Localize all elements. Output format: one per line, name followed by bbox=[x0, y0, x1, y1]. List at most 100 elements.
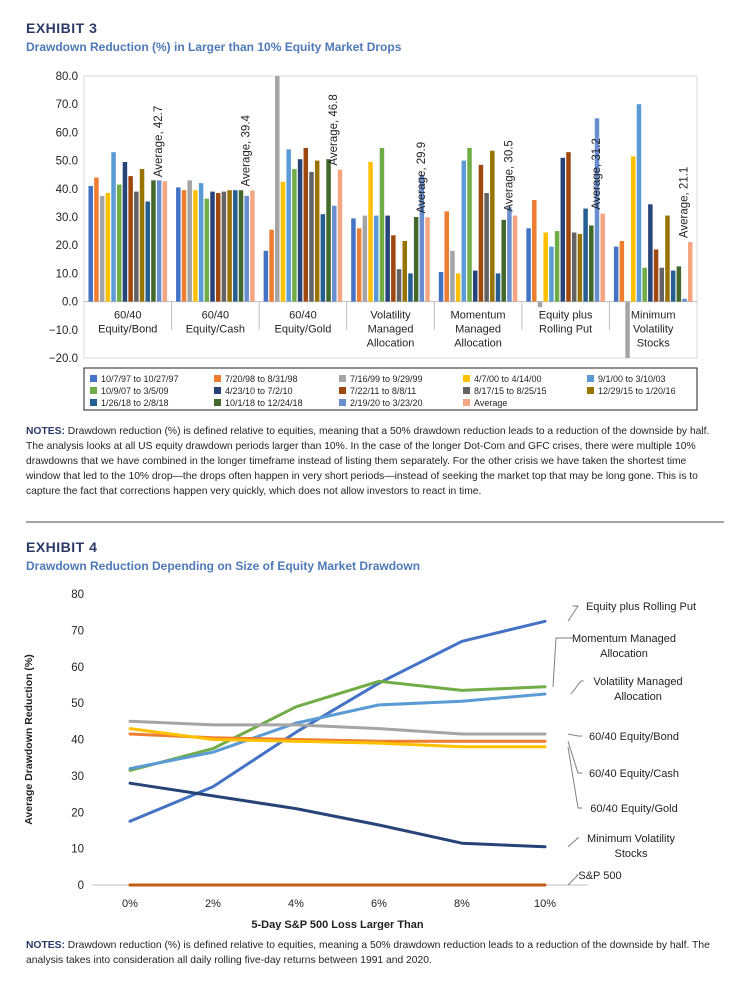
category-label: Volatility bbox=[633, 324, 674, 336]
y-axis-title: Average Drawdown Reduction (%) bbox=[23, 654, 35, 825]
bar bbox=[600, 213, 605, 302]
legend-swatch bbox=[214, 399, 221, 406]
legend-label: 2/19/20 to 3/23/20 bbox=[350, 398, 423, 408]
bar bbox=[554, 231, 560, 302]
bar bbox=[648, 204, 653, 302]
legend-swatch bbox=[463, 375, 470, 382]
bar bbox=[419, 174, 425, 302]
bar bbox=[537, 301, 543, 308]
y-tick-label: 40.0 bbox=[56, 184, 78, 196]
legend-swatch bbox=[214, 387, 221, 394]
bar bbox=[221, 191, 227, 302]
x-tick-label: 6% bbox=[371, 898, 387, 910]
bar bbox=[362, 215, 368, 302]
average-label: Average, 31.2 bbox=[591, 138, 603, 209]
legend-swatch bbox=[90, 387, 97, 394]
series-line bbox=[128, 719, 547, 736]
category-label: Managed bbox=[455, 324, 501, 336]
bar bbox=[145, 201, 150, 302]
bar bbox=[250, 190, 255, 302]
exhibit3-label: EXHIBIT 3 bbox=[26, 20, 98, 36]
bar bbox=[594, 118, 600, 302]
bar bbox=[151, 180, 156, 302]
y-tick-label: 50 bbox=[71, 698, 84, 710]
bar bbox=[571, 232, 577, 302]
bar bbox=[128, 176, 133, 302]
callout-leader-line bbox=[570, 680, 584, 695]
category-label: 60/40 bbox=[202, 310, 230, 322]
bar bbox=[631, 156, 636, 302]
legend-box bbox=[83, 367, 698, 411]
average-label: Average, 21.1 bbox=[679, 167, 691, 238]
bar bbox=[670, 270, 676, 302]
y-tick-label: 10.0 bbox=[56, 268, 78, 280]
bar bbox=[688, 242, 693, 302]
bar bbox=[501, 219, 506, 302]
callout-leader-line bbox=[567, 605, 579, 622]
bar bbox=[676, 266, 682, 302]
bar bbox=[215, 193, 221, 302]
bar bbox=[204, 198, 210, 302]
bar bbox=[425, 217, 430, 302]
bar bbox=[484, 193, 489, 302]
bar bbox=[227, 190, 232, 302]
legend-label: 8/17/15 to 8/25/15 bbox=[474, 386, 547, 396]
series-callout-label: 60/40 Equity/Cash bbox=[589, 768, 679, 780]
x-axis-title: 5-Day S&P 500 Loss Larger Than bbox=[251, 919, 423, 930]
exhibit4-notes: NOTES: Drawdown reduction (%) is defined… bbox=[26, 938, 716, 968]
average-label: Average, 30.5 bbox=[503, 140, 515, 211]
series-callout-label: Allocation bbox=[600, 648, 648, 660]
series-line bbox=[128, 679, 547, 772]
y-tick-label: 20.0 bbox=[56, 240, 78, 252]
series-callout-label: 60/40 Equity/Gold bbox=[590, 803, 677, 815]
bar bbox=[653, 249, 659, 302]
exhibit4-title: Drawdown Reduction Depending on Size of … bbox=[26, 559, 421, 573]
category-label: Equity/Bond bbox=[98, 324, 157, 336]
bar bbox=[326, 159, 331, 302]
y-tick-label: 40 bbox=[71, 735, 84, 747]
series-callout-label: Equity plus Rolling Put bbox=[586, 601, 696, 613]
legend-label: 7/20/98 to 8/31/98 bbox=[225, 374, 298, 384]
y-tick-label: 80.0 bbox=[56, 71, 78, 83]
bar bbox=[619, 240, 625, 302]
bar bbox=[613, 246, 619, 302]
legend-swatch bbox=[339, 375, 346, 382]
bar bbox=[94, 177, 99, 302]
bar bbox=[526, 228, 531, 302]
bar bbox=[625, 301, 630, 358]
bar bbox=[233, 190, 238, 302]
category-label: Minimum bbox=[631, 310, 676, 322]
bar bbox=[368, 162, 373, 302]
bar bbox=[549, 246, 554, 302]
x-tick-label: 4% bbox=[288, 898, 304, 910]
series-callout-label: Momentum Managed bbox=[572, 633, 676, 645]
bar bbox=[263, 250, 269, 302]
exhibit4-notes-label: NOTES: bbox=[26, 940, 65, 951]
bar bbox=[111, 152, 116, 302]
exhibit4-label: EXHIBIT 4 bbox=[26, 539, 98, 555]
bar bbox=[450, 250, 455, 302]
bar bbox=[543, 232, 548, 302]
bar bbox=[193, 190, 198, 302]
bar bbox=[659, 267, 665, 302]
y-tick-label: 70.0 bbox=[56, 99, 78, 111]
callout-leader-line bbox=[552, 637, 576, 687]
y-tick-label: 50.0 bbox=[56, 156, 78, 168]
bar bbox=[187, 180, 192, 302]
average-label: Average, 46.8 bbox=[328, 94, 340, 165]
legend-label: 1/26/18 to 2/8/18 bbox=[101, 398, 169, 408]
bar bbox=[139, 169, 145, 302]
series-callout-label: Minimum Volatility bbox=[587, 833, 676, 845]
category-label: Equity/Cash bbox=[186, 324, 245, 336]
bar bbox=[198, 183, 204, 302]
legend-label: 4/23/10 to 7/2/10 bbox=[225, 386, 293, 396]
x-tick-label: 10% bbox=[534, 898, 556, 910]
x-tick-label: 0% bbox=[122, 898, 138, 910]
bar bbox=[461, 160, 467, 302]
category-label: Allocation bbox=[367, 338, 415, 350]
bar bbox=[314, 160, 320, 302]
exhibit4-notes-text: Drawdown reduction (%) is defined relati… bbox=[26, 940, 710, 966]
exhibit3-notes-label: NOTES: bbox=[26, 426, 65, 437]
category-label: Stocks bbox=[637, 338, 671, 350]
bar bbox=[292, 169, 297, 302]
